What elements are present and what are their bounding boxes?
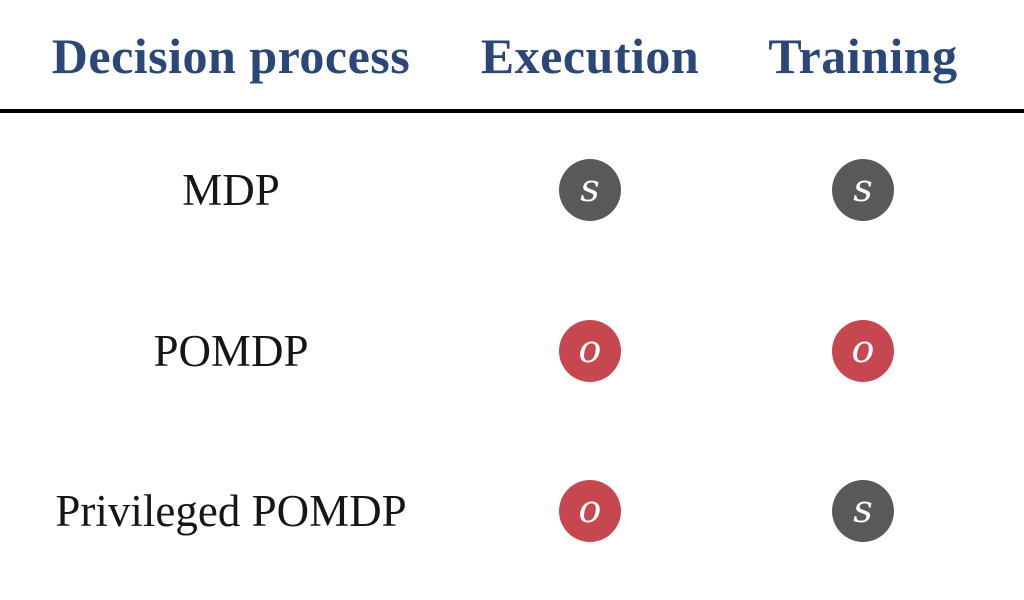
column-header-decision-process: Decision process bbox=[51, 28, 411, 84]
privileged-pomdp-training-badge: s bbox=[832, 480, 894, 542]
pomdp-execution-badge: o bbox=[559, 320, 621, 382]
badge-letter-o: o bbox=[578, 487, 602, 531]
badge-letter-o: o bbox=[578, 327, 602, 371]
mdp-training-badge: s bbox=[832, 159, 894, 221]
row-label-pomdp: POMDP bbox=[153, 326, 309, 376]
badge-letter-s: s bbox=[580, 166, 600, 210]
header-divider-line bbox=[0, 109, 1024, 113]
badge-letter-o: o bbox=[851, 327, 875, 371]
privileged-pomdp-execution-badge: o bbox=[559, 480, 621, 542]
badge-letter-s: s bbox=[853, 166, 873, 210]
badge-letter-s: s bbox=[853, 487, 873, 531]
row-label-mdp: MDP bbox=[182, 165, 280, 215]
column-header-training: Training bbox=[768, 28, 958, 84]
column-header-execution: Execution bbox=[480, 28, 700, 84]
row-label-privileged-pomdp: Privileged POMDP bbox=[55, 486, 407, 536]
mdp-execution-badge: s bbox=[559, 159, 621, 221]
pomdp-training-badge: o bbox=[832, 320, 894, 382]
